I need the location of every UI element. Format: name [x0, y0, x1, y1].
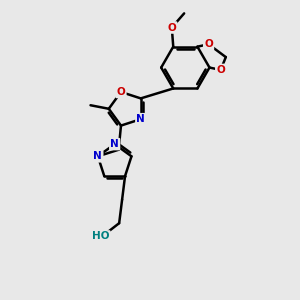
Text: N: N — [94, 151, 102, 161]
Text: N: N — [136, 114, 145, 124]
Text: HO: HO — [92, 231, 110, 242]
Text: O: O — [204, 39, 213, 49]
Text: O: O — [216, 65, 225, 75]
Text: N: N — [110, 139, 119, 149]
Text: O: O — [117, 87, 125, 97]
Text: O: O — [167, 22, 176, 32]
